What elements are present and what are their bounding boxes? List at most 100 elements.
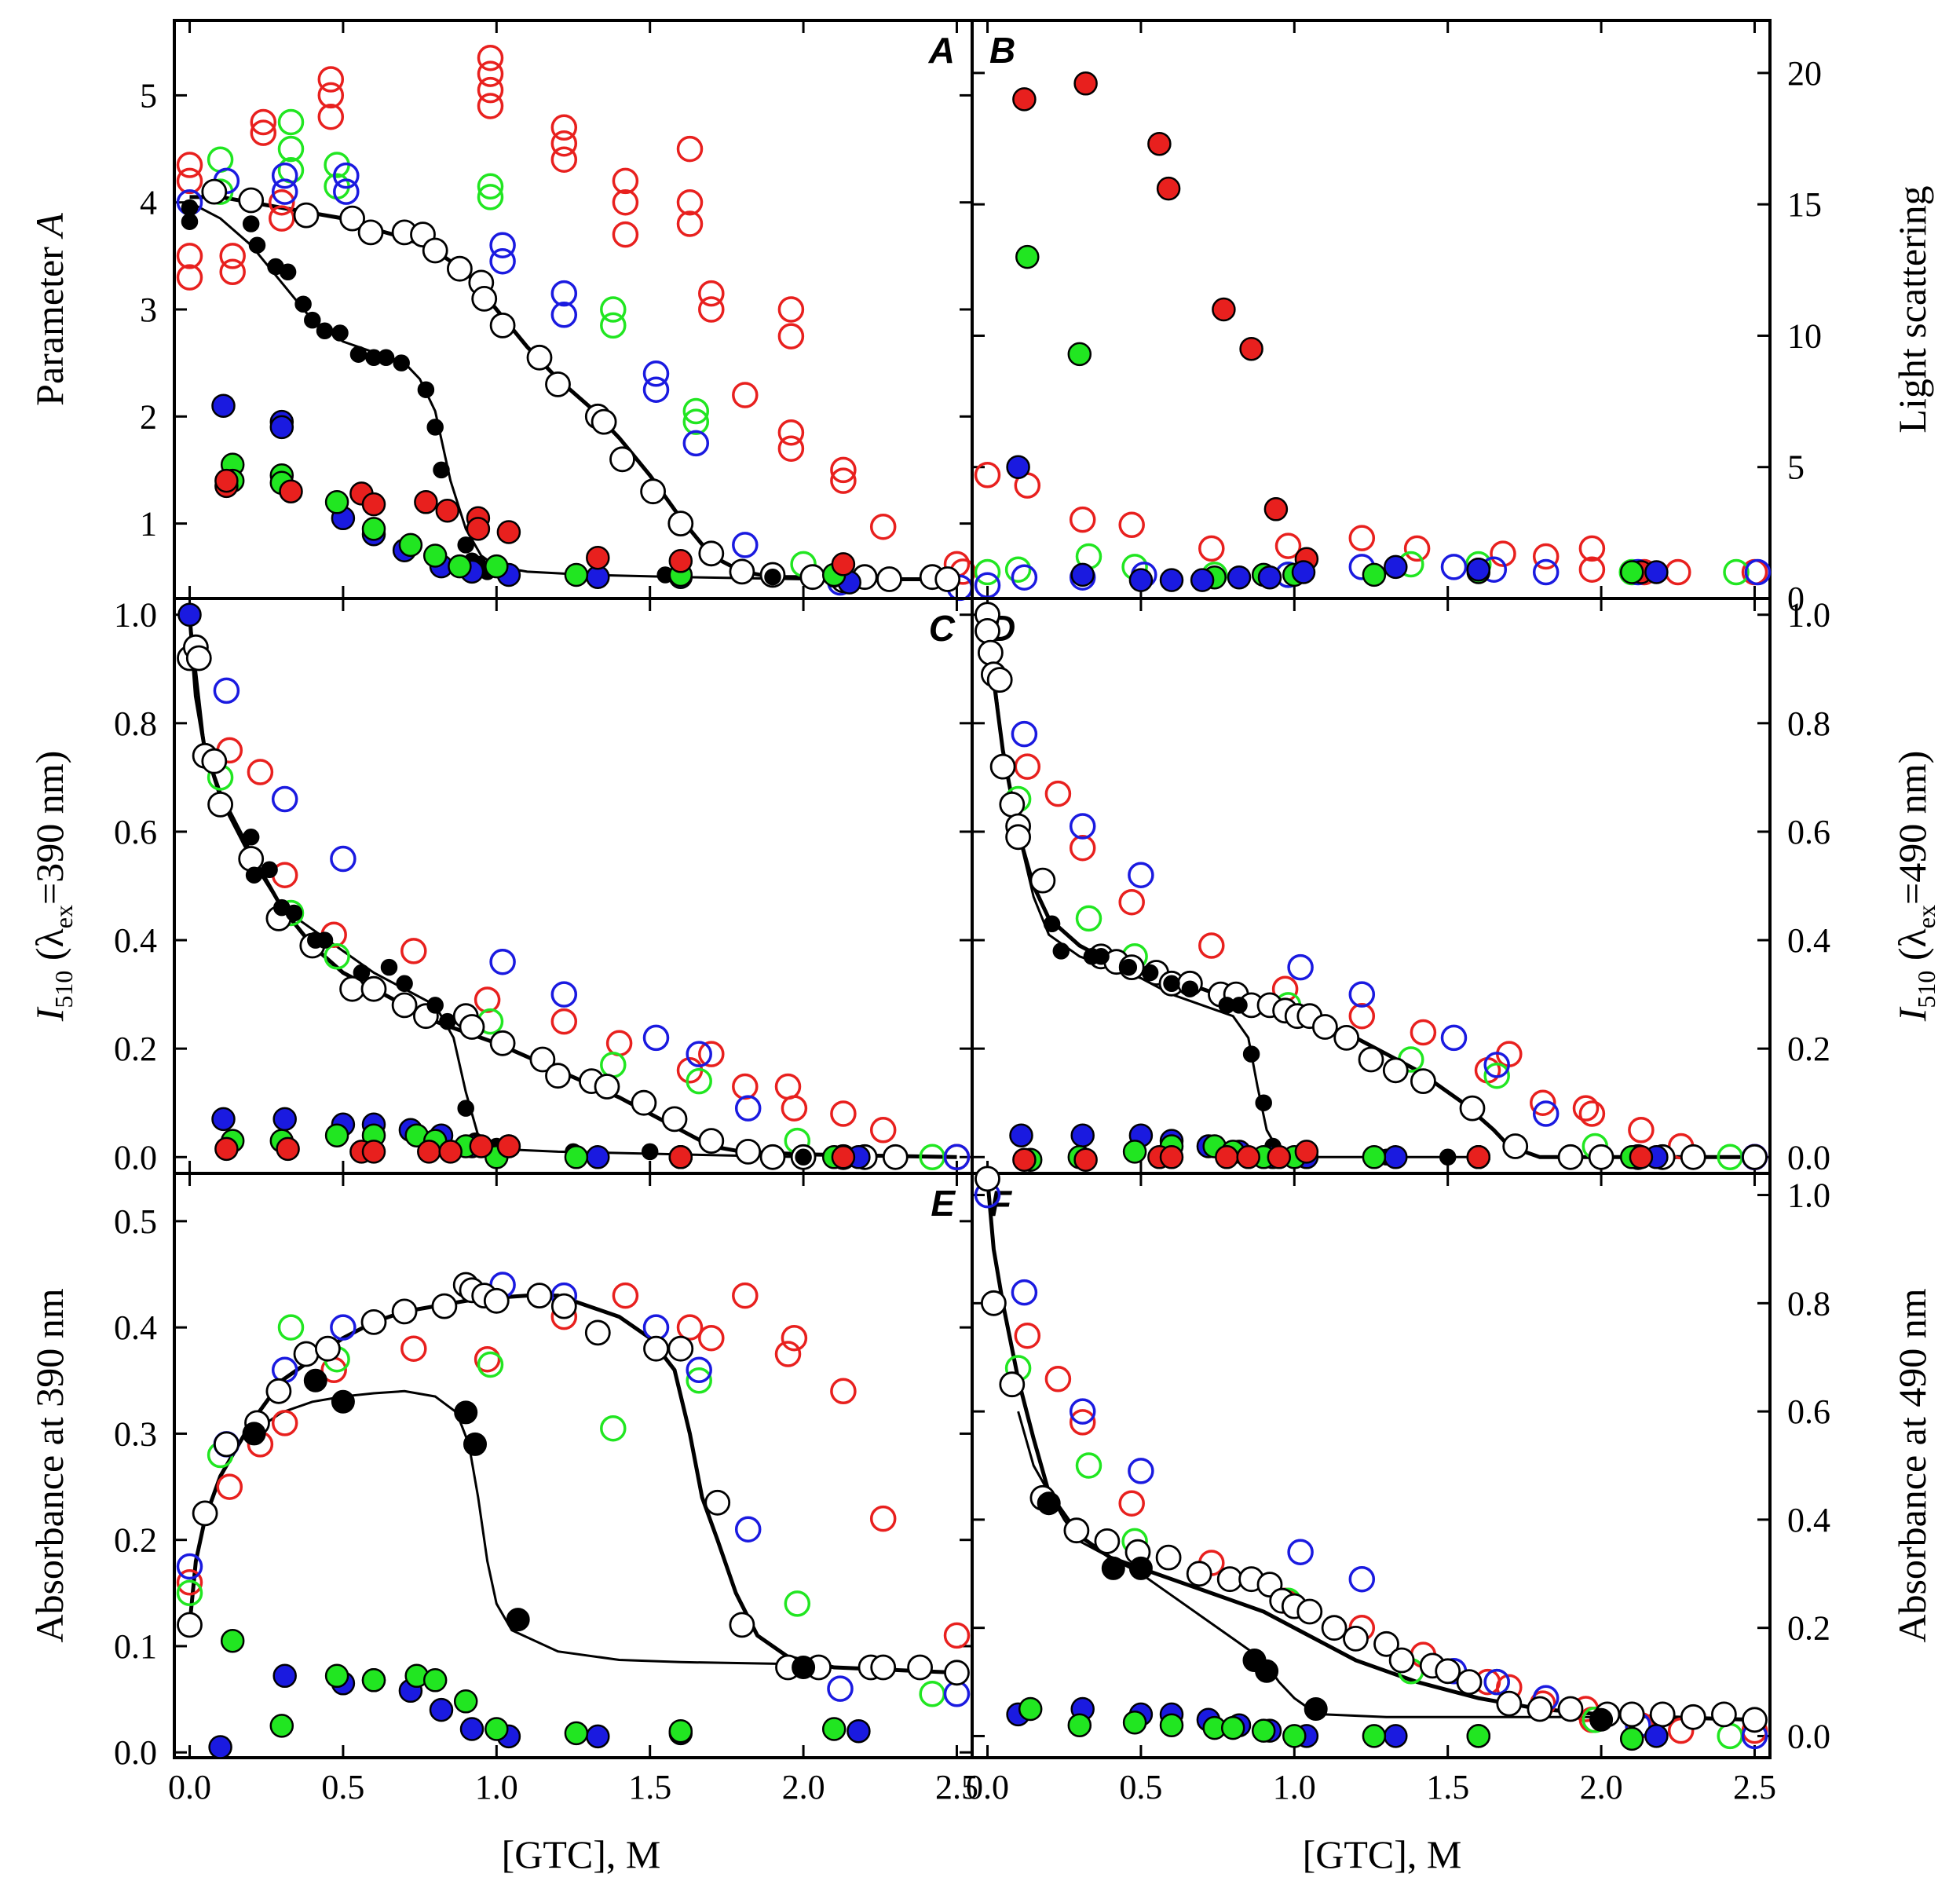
panel-b-red-open-point xyxy=(1348,525,1376,551)
panel-e-blue-open-point xyxy=(330,1314,357,1341)
panel-e-red-open-point xyxy=(732,1282,759,1309)
panel-c-y-title-part: I xyxy=(27,1006,71,1022)
panel-e-blue-filled-point xyxy=(847,1718,871,1744)
panel-e-green-filled-point xyxy=(821,1717,847,1741)
panel-a-black-open-point xyxy=(489,312,516,339)
panel-c-red-open-point xyxy=(732,1073,759,1100)
panel-d-black-open-point xyxy=(975,618,1000,644)
panel-a-green-open-point xyxy=(277,108,305,136)
panel-e-red-open-point xyxy=(216,1473,243,1500)
panel-e-green-filled-point xyxy=(453,1689,478,1714)
panel-d-black-open-point xyxy=(1742,1144,1768,1170)
panel-e-blue-open-point xyxy=(686,1356,712,1384)
panel-a-red-open-point xyxy=(612,167,639,195)
panel-d-black-filled-point xyxy=(1439,1148,1457,1166)
panel-e-black-filled-point xyxy=(331,1389,355,1414)
panel-a-green-filled-point xyxy=(564,562,589,587)
panel-f-green-filled-point xyxy=(1067,1713,1092,1737)
panel-e-letter: E xyxy=(931,1183,956,1224)
panel-e-green-open-point xyxy=(277,1314,305,1341)
panel-c-red-open-point xyxy=(698,1041,725,1067)
panel-a-red-open-point xyxy=(676,188,704,216)
panel-f-green-filled-point xyxy=(1619,1726,1644,1751)
panel-e-black-open-point xyxy=(360,1309,387,1335)
panel-b-red-open-point xyxy=(1532,543,1560,570)
panel-d-blue-open-point xyxy=(1128,862,1154,888)
panel-f-green-open-point xyxy=(1717,1722,1743,1750)
panel-a-green-open-point xyxy=(277,135,305,163)
panel-e-black-open-point xyxy=(483,1287,510,1314)
panel-a-black-filled-point xyxy=(457,536,474,554)
panel-f-green-open-point xyxy=(1075,1452,1102,1479)
panel-a-red-open-point xyxy=(676,135,704,163)
panel-a-red-open-point xyxy=(317,66,345,93)
panel-d-black-filled-point xyxy=(1092,948,1110,965)
panel-c-red-filled-point xyxy=(438,1140,463,1164)
panel-f-black-open-point xyxy=(1527,1696,1553,1722)
panel-f-blue-open-point xyxy=(1128,1458,1154,1484)
panel-c-blue-filled-point xyxy=(211,1107,236,1132)
panel-b-green-open-point xyxy=(1723,558,1750,586)
panel-d-red-open-point xyxy=(1530,1089,1556,1116)
panel-c-black-filled-point xyxy=(457,1100,474,1117)
panel-b-blue-filled-point xyxy=(1159,568,1184,592)
panel-d-y-tick-label: 0.0 xyxy=(1787,1138,1830,1177)
panel-f-black-open-point xyxy=(1216,1566,1243,1593)
panel-e-black-open-point xyxy=(550,1293,577,1319)
panel-c-black-open-point xyxy=(391,992,418,1019)
panel-e-black-open-point xyxy=(643,1335,669,1362)
panel-b-red-filled-point xyxy=(1012,87,1037,112)
panel-a-green-filled-point xyxy=(485,554,509,579)
panel-e-red-open-point xyxy=(400,1335,427,1362)
panel-e-black-open-point xyxy=(431,1293,458,1319)
panel-e-y-tick-label: 0.0 xyxy=(114,1733,157,1772)
panel-a-red-open-point xyxy=(732,382,759,408)
panel-b-red-filled-point xyxy=(1212,297,1236,322)
panel-b-green-filled-point xyxy=(1619,560,1644,584)
panel-a-red-filled-point xyxy=(831,552,856,576)
panel-d-y-tick-label: 0.2 xyxy=(1787,1030,1830,1068)
panel-e-red-open-point xyxy=(676,1314,704,1341)
panel-c-red-filled-point xyxy=(417,1140,441,1164)
panel-c-y-tick-label: 0.8 xyxy=(114,704,157,743)
panel-f-y-tick-label: 0.4 xyxy=(1787,1501,1830,1539)
panel-c-y-title-part: =390 nm) xyxy=(27,751,71,905)
panel-a-green-open-point xyxy=(682,397,710,425)
panel-f-red-open-point xyxy=(1118,1490,1145,1517)
panel-a-blue-open-point xyxy=(489,232,516,258)
panel-a-blue-filled-point xyxy=(269,415,294,440)
panel-a-black-filled-point xyxy=(349,346,368,363)
panel-e-black-open-point xyxy=(870,1654,897,1681)
panel-d-black-open-point xyxy=(1312,1014,1338,1040)
panel-f-black-open-point xyxy=(1186,1561,1212,1587)
panel-f-black-filled-point xyxy=(1589,1707,1614,1732)
panel-a-black-open-point xyxy=(640,478,666,505)
panel-f-blue-open-point xyxy=(1069,1398,1096,1425)
panel-f-black-filled-point xyxy=(1101,1556,1125,1580)
panel-d-red-filled-point xyxy=(1073,1147,1098,1172)
panel-e-blue-open-point xyxy=(943,1681,971,1707)
panel-e-black-open-point xyxy=(704,1489,731,1516)
panel-a-black-filled-point xyxy=(377,349,395,367)
panel-b-blue-filled-point xyxy=(1006,455,1030,479)
panel-a-letter: A xyxy=(928,30,955,71)
panel-f-red-open-point xyxy=(1014,1322,1041,1349)
panel-e-green-filled-point xyxy=(564,1721,589,1746)
panel-a-y-tick-label: 5 xyxy=(140,76,157,115)
panel-d-red-open-point xyxy=(1578,1100,1606,1127)
panel-e-black-open-point xyxy=(526,1283,553,1308)
panel-a-green-filled-point xyxy=(361,517,386,541)
panel-c-red-filled-point xyxy=(831,1145,856,1169)
panel-b-blue-open-point xyxy=(1011,564,1038,591)
panel-a-black-open-point xyxy=(609,446,635,473)
panel-b-red-open-point xyxy=(1069,506,1096,533)
panel-e-green-filled-point xyxy=(220,1628,245,1653)
panel-a-red-open-point xyxy=(219,243,246,269)
panel-e-black-filled-point xyxy=(242,1422,266,1446)
panel-f-blue-filled-point xyxy=(1644,1724,1669,1748)
panel-d-black-open-point xyxy=(999,792,1026,818)
panel-c-y-tick-label: 0.2 xyxy=(114,1030,157,1068)
panel-b-blue-open-point xyxy=(1440,554,1468,580)
panel-f-y-tick-label: 0.6 xyxy=(1787,1392,1830,1431)
